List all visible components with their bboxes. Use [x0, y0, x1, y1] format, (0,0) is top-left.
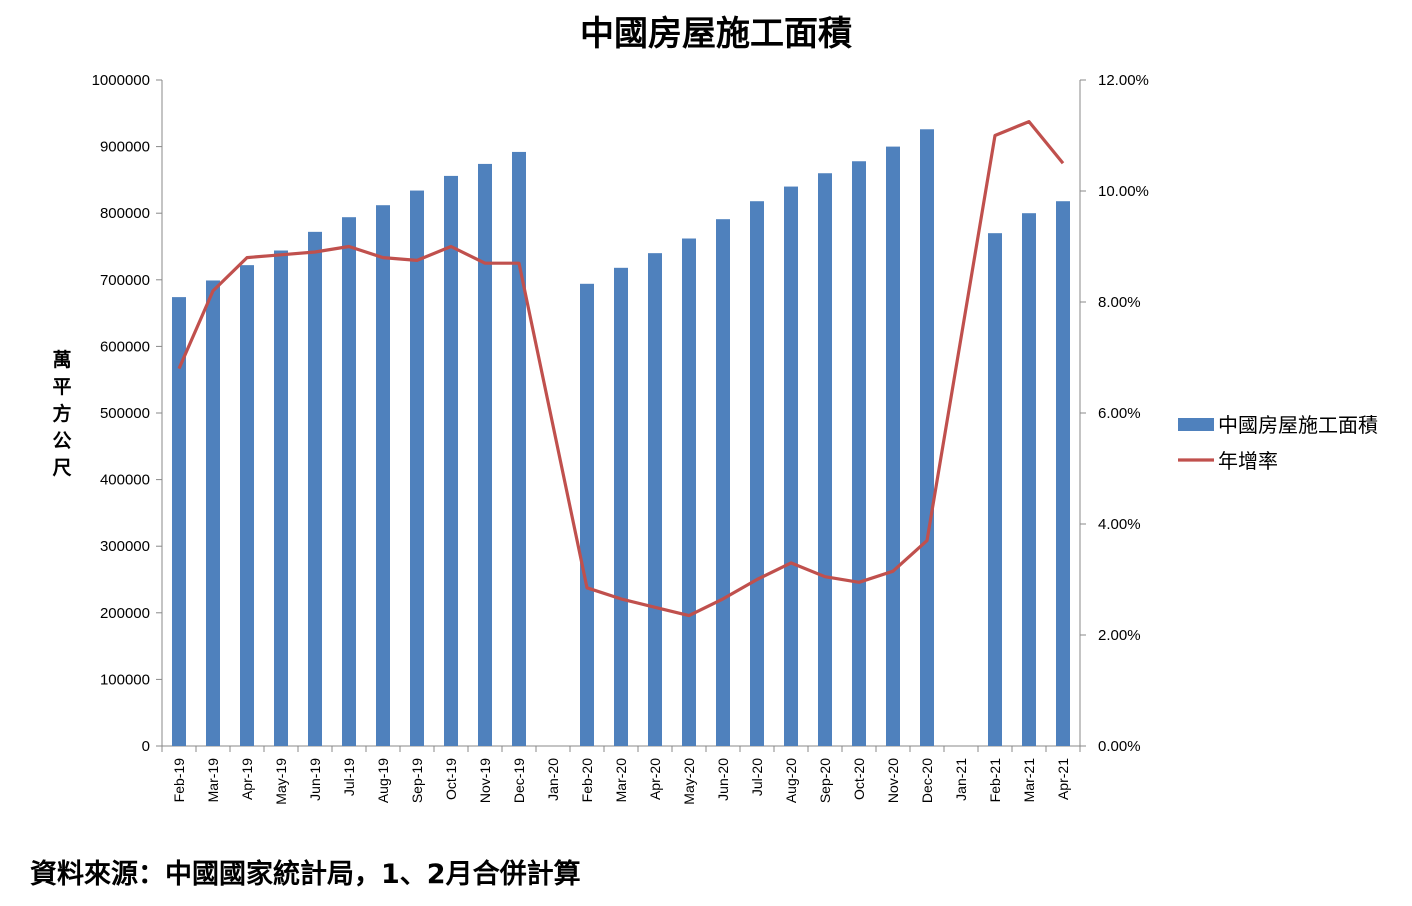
bar [274, 250, 288, 746]
bar [648, 253, 662, 746]
bar [988, 233, 1002, 746]
bar [478, 163, 492, 746]
chart-title: 中國房屋施工面積 [580, 14, 852, 54]
x-tick-label: Apr-20 [647, 758, 663, 800]
x-tick-label: Jul-19 [341, 758, 357, 796]
bar [682, 238, 696, 746]
y2-tick-label: 4.00% [1098, 516, 1141, 533]
x-tick-label: Jan-21 [953, 758, 969, 801]
y-axis-ticks: 0 100000 200000 300000 400000 500000 600000 700… [92, 72, 162, 755]
y-axis-label-char: 萬 [52, 349, 71, 371]
x-tick-label: Aug-20 [783, 758, 799, 803]
y2-tick-label: 10.00% [1098, 183, 1149, 200]
x-tick-label: Jan-20 [545, 758, 561, 801]
y-tick-label: 800000 [100, 205, 150, 222]
x-tick-label: Oct-19 [443, 758, 459, 800]
x-tick-label: Jul-20 [749, 758, 765, 796]
x-tick-label: Nov-19 [477, 758, 493, 803]
x-tick-label: Feb-21 [987, 758, 1003, 803]
legend-label: 年增率 [1218, 449, 1278, 473]
y-tick-label: 0 [142, 738, 150, 755]
bar [818, 173, 832, 747]
bar-series [172, 129, 1070, 747]
source-note: 資料來源：中國國家統計局，1、2月合併計算 [30, 859, 581, 890]
x-tick-label: Jun-20 [715, 758, 731, 801]
bar [240, 265, 254, 746]
bar [886, 146, 900, 747]
bar [852, 161, 866, 746]
bar [1056, 201, 1070, 746]
y2-tick-label: 12.00% [1098, 72, 1149, 89]
y2-tick-label: 8.00% [1098, 294, 1141, 311]
x-tick-label: Oct-20 [851, 758, 867, 800]
y2-tick-label: 0.00% [1098, 738, 1141, 755]
x-tick-label: Dec-20 [919, 758, 935, 803]
y2-tick-label: 6.00% [1098, 405, 1141, 422]
y-axis-label-char: 公 [52, 430, 71, 452]
bar [206, 280, 220, 746]
x-tick-label: May-19 [273, 758, 289, 805]
y-axis-label-char: 尺 [52, 457, 71, 479]
y-axis-label-char: 方 [52, 402, 71, 425]
bar [716, 219, 730, 747]
x-tick-label: May-20 [681, 758, 697, 805]
y-axis-label-char: 平 [52, 376, 71, 398]
x-tick-label: Aug-19 [375, 758, 391, 803]
bar [580, 283, 594, 746]
x-tick-label: Apr-21 [1055, 758, 1071, 800]
x-tick-label: Sep-20 [817, 758, 833, 803]
bar [1022, 213, 1036, 746]
y-tick-label: 300000 [100, 538, 150, 555]
bar [920, 129, 934, 746]
x-tick-label: Feb-20 [579, 758, 595, 803]
y-tick-label: 100000 [100, 671, 150, 688]
y-tick-label: 500000 [100, 405, 150, 422]
x-tick-label: Apr-19 [239, 758, 255, 800]
bar [784, 186, 798, 746]
bar [308, 231, 322, 746]
y-tick-label: 900000 [100, 139, 150, 156]
bar [512, 151, 526, 747]
line-series [177, 119, 1065, 618]
line-path [177, 119, 1065, 618]
bar [750, 201, 764, 746]
bar [614, 267, 628, 746]
legend-swatch-bar [1178, 418, 1214, 431]
bar [172, 297, 186, 746]
y-tick-label: 1000000 [92, 72, 150, 89]
x-tick-label: Nov-20 [885, 758, 901, 803]
legend-label: 中國房屋施工面積 [1218, 413, 1378, 437]
x-tick-label: Feb-19 [171, 758, 187, 803]
x-tick-label: Jun-19 [307, 758, 323, 801]
x-tick-label: Mar-19 [205, 758, 221, 803]
y2-axis-ticks: 0.00% 2.00% 4.00% 6.00% 8.00% 10.00% 12.00% [1080, 72, 1149, 755]
y2-tick-label: 2.00% [1098, 627, 1141, 644]
bar [444, 175, 458, 747]
bar [342, 217, 356, 747]
x-axis-ticks: Feb-19 Mar-19 Apr-19 May-19 Jun-19 Jul-19 Aug-… [161, 746, 1081, 805]
x-tick-label: Mar-20 [613, 758, 629, 803]
y-tick-label: 600000 [100, 338, 150, 355]
y-tick-label: 200000 [100, 605, 150, 622]
x-tick-label: Sep-19 [409, 758, 425, 803]
y-tick-label: 700000 [100, 272, 150, 289]
x-tick-label: Mar-21 [1021, 758, 1037, 803]
y-tick-label: 400000 [100, 472, 150, 489]
bar [410, 190, 424, 746]
bar [376, 205, 390, 746]
x-tick-label: Dec-19 [511, 758, 527, 803]
